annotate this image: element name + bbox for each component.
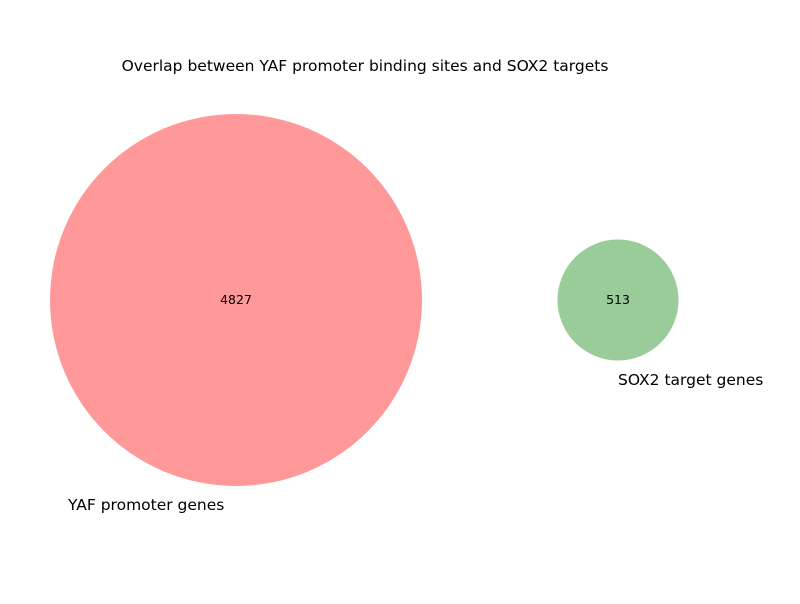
set-a-circle xyxy=(50,114,422,486)
set-b-circle xyxy=(557,239,679,361)
set-b-label: SOX2 target genes xyxy=(618,371,763,389)
set-b-count: 513 xyxy=(606,292,630,307)
set-a-count: 4827 xyxy=(220,292,252,307)
set-a-label: YAF promoter genes xyxy=(67,496,224,514)
chart-title: Overlap between YAF promoter binding sit… xyxy=(122,57,609,75)
